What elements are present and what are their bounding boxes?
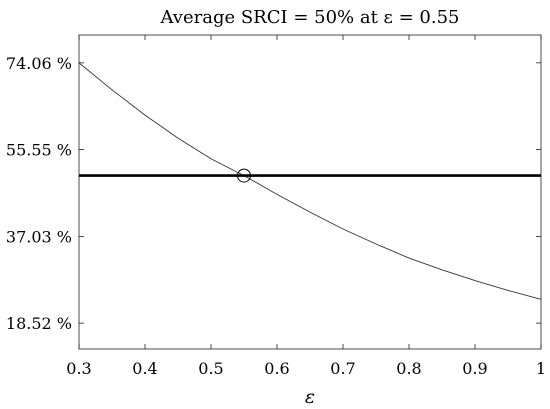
y-axis-ticks: 18.52 % 37.03 % 55.55 % 74.06 %	[6, 54, 541, 333]
y-tick-label: 55.55 %	[6, 141, 72, 160]
series-layer	[78, 62, 542, 300]
x-axis-label: ε	[305, 386, 315, 408]
series-line-curve	[78, 62, 542, 300]
x-tick-label: 0.9	[462, 359, 487, 378]
x-tick-label: 0.8	[396, 359, 421, 378]
plot-area	[78, 34, 542, 350]
chart-title: Average SRCI = 50% at ε = 0.55	[160, 7, 460, 28]
y-tick-label: 18.52 %	[6, 314, 72, 333]
x-tick-label: 0.7	[330, 359, 355, 378]
x-tick-label: 0.6	[264, 359, 289, 378]
x-tick-label: 0.4	[132, 359, 157, 378]
x-axis-ticks: 0.3 0.4 0.5 0.6 0.7 0.8 0.9 1	[66, 35, 546, 378]
intersection-marker	[237, 168, 251, 183]
axes-box	[78, 34, 542, 350]
x-tick-label: 0.3	[66, 359, 91, 378]
y-tick-label: 37.03 %	[6, 227, 72, 246]
x-tick-label: 1	[536, 359, 546, 378]
y-tick-label: 74.06 %	[6, 54, 72, 73]
x-tick-label: 0.5	[198, 359, 223, 378]
